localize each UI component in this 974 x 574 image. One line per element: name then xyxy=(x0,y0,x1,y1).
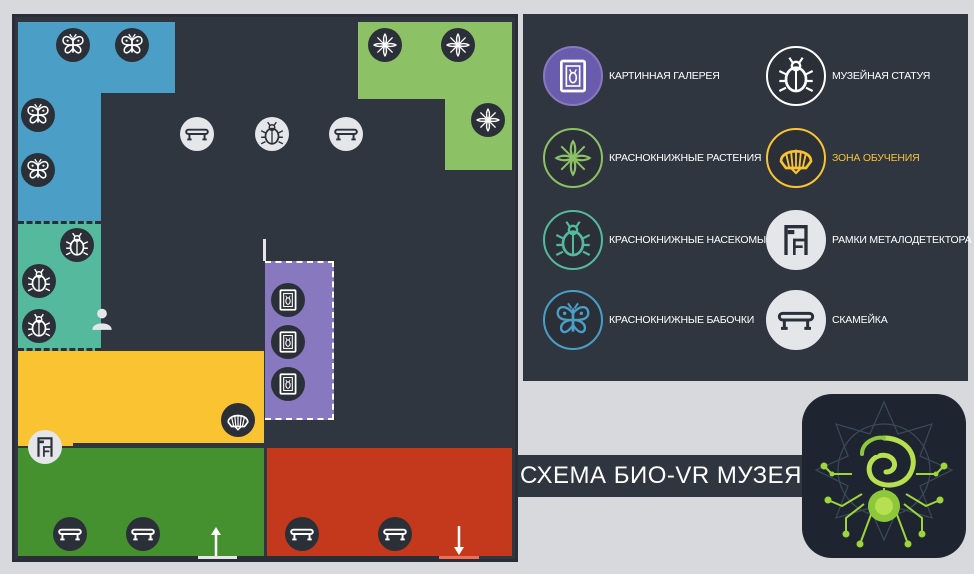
bench-icon[interactable] xyxy=(329,117,363,151)
beetle-icon[interactable] xyxy=(22,264,56,298)
beetle-icon[interactable] xyxy=(22,309,56,343)
legend-item: КАРТИННАЯ ГАЛЕРЕЯ xyxy=(543,46,720,106)
legend-label: КАРТИННАЯ ГАЛЕРЕЯ xyxy=(609,70,720,82)
legend-item: КРАСНОКНИЖНЫЕ РАСТЕНИЯ xyxy=(543,128,762,188)
legend-label: РАМКИ МЕТАЛОДЕТЕКТОРА xyxy=(832,234,972,246)
legend-item: КРАСНОКНИЖНЫЕ НАСЕКОМЫЕ xyxy=(543,210,773,270)
bench-icon[interactable] xyxy=(180,117,214,151)
metal-detector-icon xyxy=(766,210,826,270)
legend-label: ЗОНА ОБУЧЕНИЯ xyxy=(832,152,920,164)
legend-label: КРАСНОКНИЖНЫЕ РАСТЕНИЯ xyxy=(609,152,762,164)
butterfly-icon[interactable] xyxy=(21,98,55,132)
legend-item: ЗОНА ОБУЧЕНИЯ xyxy=(766,128,920,188)
plant-icon[interactable] xyxy=(471,103,505,137)
legend-label: КРАСНОКНИЖНЫЕ БАБОЧКИ xyxy=(609,314,755,326)
legend-label: СКАМЕЙКА xyxy=(832,314,888,326)
metal-detector-icon[interactable] xyxy=(28,430,62,464)
bench-icon[interactable] xyxy=(126,517,160,551)
legend-panel: КАРТИННАЯ ГАЛЕРЕЯ МУЗЕЙНАЯ СТАТУЯ КРАСНОКН… xyxy=(523,14,972,381)
beetle-icon[interactable] xyxy=(60,228,94,262)
bottom-wall-left xyxy=(18,556,198,559)
picture-frame-icon[interactable] xyxy=(271,283,305,317)
legend-label: КРАСНОКНИЖНЫЕ НАСЕКОМЫЕ xyxy=(609,234,773,246)
butterfly-zone[interactable] xyxy=(18,22,175,93)
legend-item: МУЗЕЙНАЯ СТАТУЯ xyxy=(766,46,930,106)
legend-item: СКАМЕЙКА xyxy=(766,290,888,350)
divider-wall-vertical xyxy=(264,446,267,556)
entrance-door xyxy=(198,556,237,559)
museum-statue-icon xyxy=(766,46,826,106)
butterfly-icon[interactable] xyxy=(21,153,55,187)
exit-arrow-icon xyxy=(454,526,464,555)
butterfly-icon[interactable] xyxy=(115,28,149,62)
butterfly-icon[interactable] xyxy=(56,28,90,62)
bench-icon[interactable] xyxy=(378,517,412,551)
plant-icon[interactable] xyxy=(441,28,475,62)
picture-frame-icon[interactable] xyxy=(271,367,305,401)
bench-icon xyxy=(766,290,826,350)
legend-item: КРАСНОКНИЖНЫЕ БАБОЧКИ xyxy=(543,290,754,350)
picture-gallery-icon xyxy=(543,46,603,106)
title-bar: СХЕМА БИО-VR МУЗЕЯ xyxy=(518,455,804,497)
person-icon xyxy=(85,302,119,336)
museum-logo xyxy=(802,394,966,558)
bench-icon[interactable] xyxy=(285,517,319,551)
picture-frame-icon[interactable] xyxy=(271,325,305,359)
exit-door xyxy=(439,556,479,559)
logo-graphic xyxy=(814,400,954,548)
legend-item: РАМКИ МЕТАЛОДЕТЕКТОРА xyxy=(766,210,972,270)
legend-label: МУЗЕЙНАЯ СТАТУЯ xyxy=(832,70,931,82)
butterfly-icon xyxy=(543,290,603,350)
shell-icon xyxy=(766,128,826,188)
beetle-icon xyxy=(543,210,603,270)
entrance-arrow-icon xyxy=(211,527,221,556)
divider-wall xyxy=(263,239,266,261)
museum-statue-icon[interactable] xyxy=(255,117,289,151)
plant-icon xyxy=(543,128,603,188)
page-title: СХЕМА БИО-VR МУЗЕЯ xyxy=(520,462,802,489)
shell-icon[interactable] xyxy=(221,403,255,437)
bench-icon[interactable] xyxy=(53,517,87,551)
plant-icon[interactable] xyxy=(368,28,402,62)
bottom-wall-right xyxy=(237,556,439,559)
museum-floor-plan xyxy=(12,14,518,562)
